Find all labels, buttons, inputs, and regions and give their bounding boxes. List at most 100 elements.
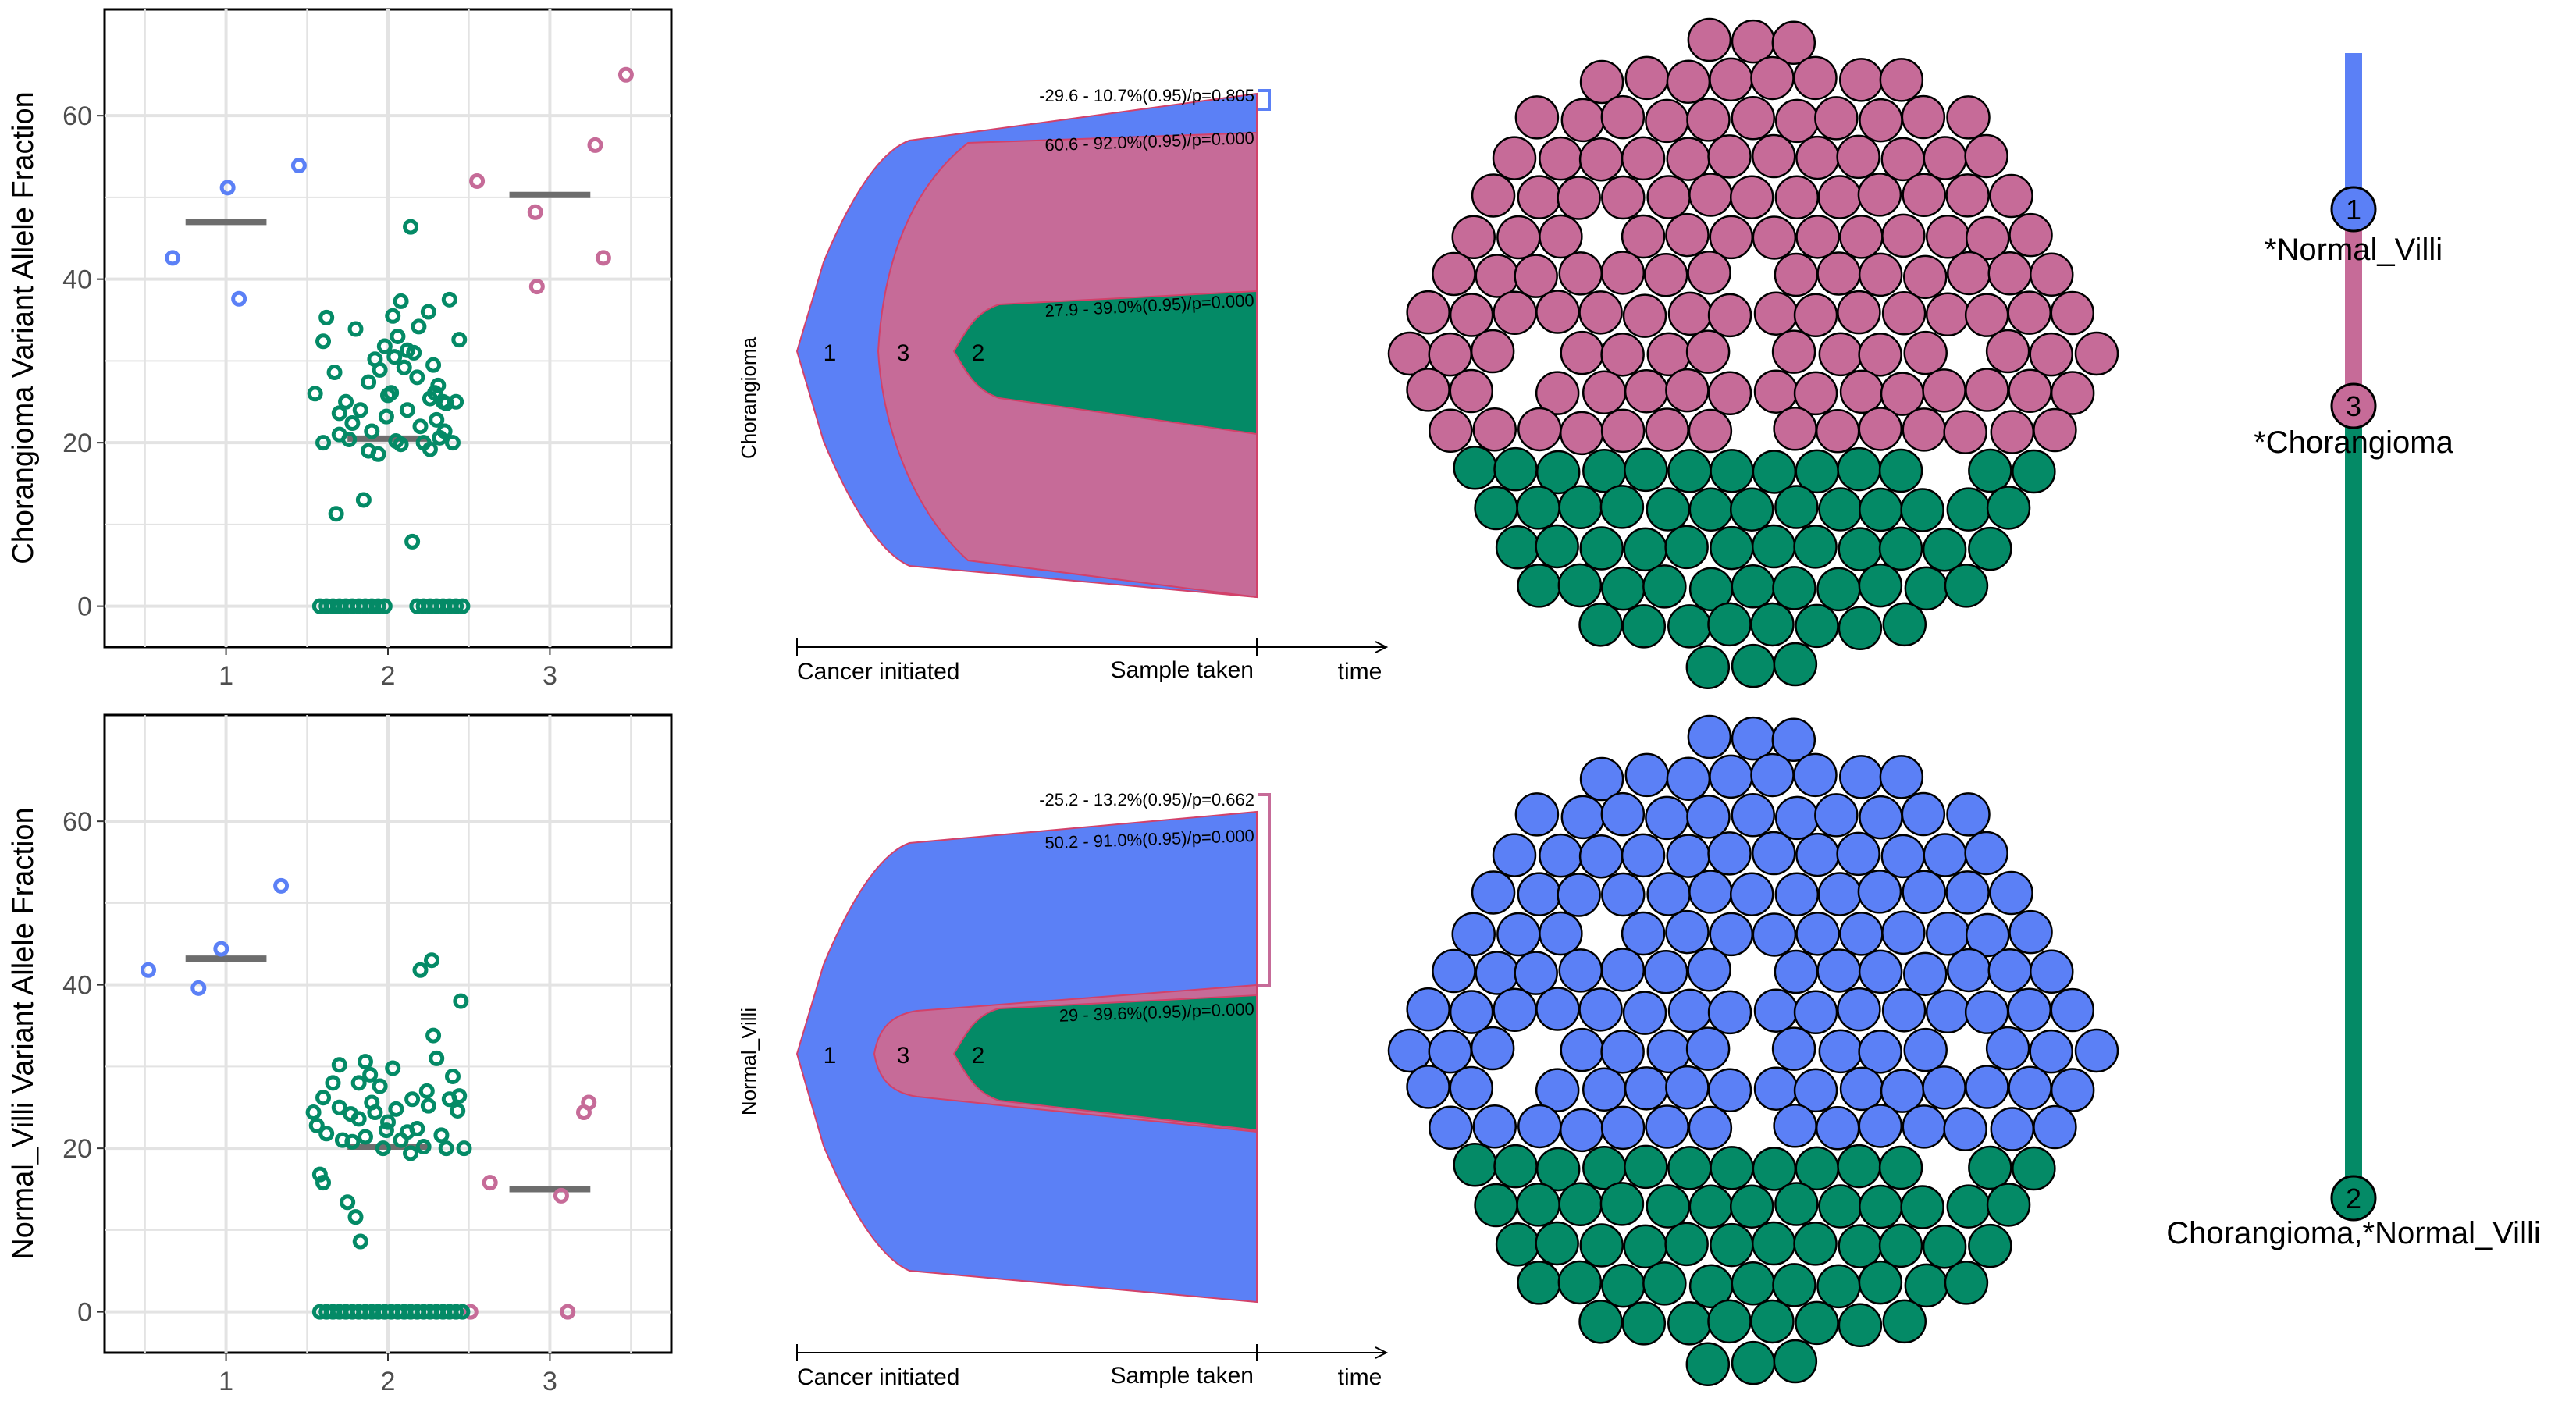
cell-circle bbox=[1578, 987, 1623, 1032]
cell-circle bbox=[1795, 215, 1840, 259]
cell-circle bbox=[1557, 176, 1601, 220]
vaf-point-cluster-1 bbox=[219, 180, 236, 196]
cell-circle bbox=[1879, 58, 1924, 102]
fish-a-axis-arrow bbox=[1375, 641, 1389, 653]
cell-circle bbox=[1432, 948, 1476, 994]
cell-circle bbox=[1579, 1223, 1624, 1268]
cell-circle bbox=[1859, 1184, 1903, 1229]
cell-circle bbox=[1836, 831, 1880, 877]
cell-circle bbox=[1878, 1223, 1923, 1268]
cell-circle bbox=[1622, 991, 1667, 1035]
cell-circle bbox=[1687, 251, 1731, 295]
cell-circle bbox=[1688, 173, 1733, 217]
cell-circle bbox=[1731, 19, 1776, 64]
cell-circle bbox=[1646, 1184, 1691, 1229]
cell-circle bbox=[1517, 872, 1562, 916]
cell-circle bbox=[1987, 948, 2033, 993]
tree-node-2-label: Chorangioma,*Normal_Villi bbox=[2166, 1216, 2540, 1250]
vaf-point-cluster-2 bbox=[451, 1088, 468, 1104]
cell-circle bbox=[1965, 1065, 2009, 1109]
cell-circle bbox=[1946, 95, 1991, 140]
vaf-point-cluster-3 bbox=[462, 1304, 479, 1320]
vaf-point-cluster-2 bbox=[454, 1304, 471, 1320]
vaf-point-cluster-2 bbox=[385, 308, 401, 324]
cell-circle bbox=[1774, 795, 1820, 841]
cell-circle bbox=[1968, 526, 2012, 571]
vaf-point-cluster-2 bbox=[347, 321, 364, 337]
cell-circle bbox=[1858, 407, 1903, 451]
x-tick-label: 3 bbox=[543, 661, 557, 691]
vaf-point-cluster-2 bbox=[305, 1104, 322, 1121]
cell-circle bbox=[1771, 329, 1816, 374]
cell-circle bbox=[1881, 988, 1927, 1033]
fishplot-normal-villi: 1 3 2 -25.2 - 13.2%(0.95)/p=0.662 50.2 -… bbox=[737, 790, 1389, 1390]
vaf-point-cluster-1 bbox=[273, 877, 290, 894]
vaf-point-cluster-2 bbox=[433, 1127, 450, 1144]
cell-circle bbox=[1965, 368, 2009, 412]
cell-circle bbox=[1688, 1184, 1734, 1229]
cell-circle bbox=[1818, 1029, 1863, 1074]
cell-circle bbox=[1599, 1182, 1645, 1226]
cell-circle bbox=[1453, 446, 1497, 490]
cell-circle bbox=[1923, 833, 1967, 877]
cell-circle bbox=[1624, 447, 1668, 493]
cell-circle bbox=[1816, 567, 1861, 612]
scatter-b-y-axis-label: Normal_Villi Variant Allele Fraction bbox=[7, 807, 40, 1259]
cell-circle bbox=[2008, 368, 2052, 413]
tree-node-2-id: 2 bbox=[2346, 1183, 2361, 1215]
vaf-point-cluster-2 bbox=[420, 304, 436, 320]
cell-circle bbox=[1902, 407, 1947, 452]
cell-circle bbox=[1539, 136, 1583, 181]
vaf-point-cluster-2 bbox=[367, 1104, 383, 1121]
cell-circle bbox=[1539, 833, 1583, 878]
vaf-point-cluster-2 bbox=[425, 357, 442, 373]
cell-circle bbox=[1560, 1027, 1604, 1072]
cell-circle bbox=[1990, 410, 2035, 454]
scatter-b-x-ticks: 1 2 3 bbox=[219, 1353, 557, 1396]
cell-circle bbox=[1643, 253, 1688, 297]
cell-circle bbox=[1774, 485, 1819, 529]
cell-circle bbox=[1968, 1223, 2012, 1268]
cell-circle bbox=[1818, 332, 1863, 377]
fish-a-x-tick-initiated-label: Cancer initiated bbox=[797, 659, 959, 685]
vaf-point-cluster-2 bbox=[328, 506, 344, 522]
cell-circle bbox=[1986, 1183, 2031, 1227]
vaf-point-cluster-2 bbox=[404, 533, 421, 550]
cell-circle bbox=[1623, 1224, 1668, 1269]
cell-circle bbox=[1687, 948, 1731, 992]
cell-circle bbox=[1836, 134, 1880, 180]
vaf-point-cluster-1 bbox=[190, 980, 207, 996]
cell-circle bbox=[1839, 755, 1884, 799]
vaf-point-cluster-2 bbox=[429, 1050, 445, 1066]
cell-circle bbox=[1517, 175, 1562, 219]
cell-circle bbox=[1685, 645, 1731, 690]
cell-circle bbox=[1902, 1104, 1947, 1149]
cell-circle bbox=[1600, 94, 1646, 140]
cell-circle bbox=[1665, 368, 1710, 413]
cell-circle bbox=[1729, 175, 1774, 219]
cell-circle bbox=[1645, 98, 1689, 144]
cell-circle bbox=[1449, 1065, 1494, 1111]
cell-circle bbox=[1987, 251, 2033, 296]
cell-circle bbox=[1474, 486, 1518, 531]
cell-circle bbox=[1686, 795, 1731, 839]
cell-circle bbox=[1838, 1303, 1883, 1348]
cell-circle bbox=[1925, 214, 1970, 259]
cell-circle bbox=[1474, 1183, 1518, 1228]
cell-circle bbox=[1600, 1030, 1645, 1074]
cell-circle bbox=[1621, 1301, 1667, 1346]
cell-circle bbox=[1816, 251, 1861, 296]
cell-circle bbox=[1793, 1222, 1838, 1266]
vaf-point-cluster-2 bbox=[422, 441, 438, 457]
cell-circle bbox=[1881, 910, 1926, 955]
vaf-point-cluster-2 bbox=[380, 387, 396, 404]
cell-circle bbox=[1985, 1026, 2030, 1071]
vaf-point-cluster-2 bbox=[315, 333, 332, 350]
cell-circle bbox=[1646, 487, 1691, 532]
cell-circle bbox=[1816, 948, 1861, 993]
cell-circle bbox=[1642, 564, 1687, 609]
cell-circle bbox=[1667, 291, 1713, 336]
vaf-point-cluster-2 bbox=[331, 405, 347, 422]
cell-circle bbox=[1687, 17, 1732, 62]
